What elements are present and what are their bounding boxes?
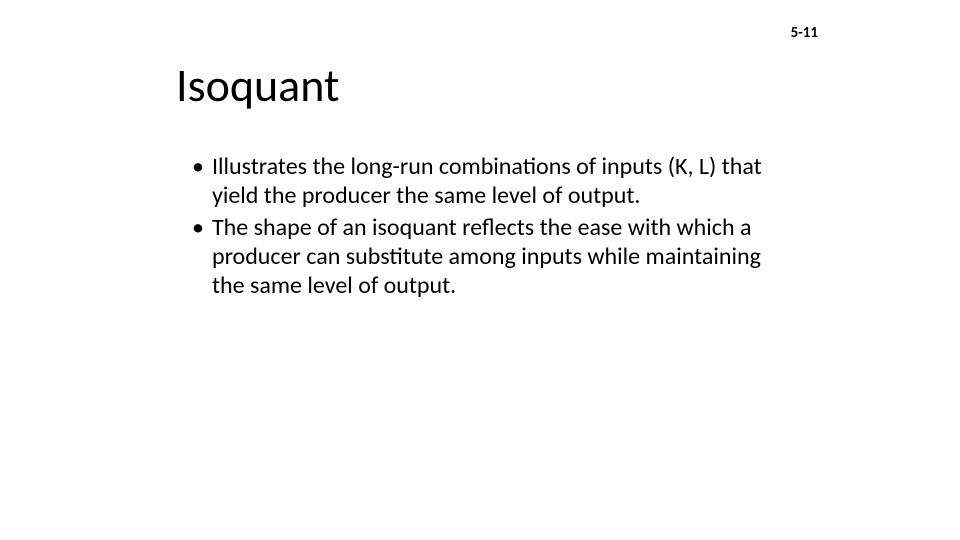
- bullet-marker: •: [192, 213, 204, 243]
- page-number: 5-11: [791, 24, 818, 42]
- bullet-item: • The shape of an isoquant reflects the …: [192, 213, 772, 301]
- content-area: • Illustrates the long-run combinations …: [192, 152, 772, 302]
- slide-title: Isoquant: [176, 58, 339, 114]
- bullet-text: The shape of an isoquant reflects the ea…: [212, 213, 772, 301]
- bullet-marker: •: [192, 152, 204, 182]
- bullet-text: Illustrates the long-run combinations of…: [212, 152, 772, 211]
- bullet-item: • Illustrates the long-run combinations …: [192, 152, 772, 211]
